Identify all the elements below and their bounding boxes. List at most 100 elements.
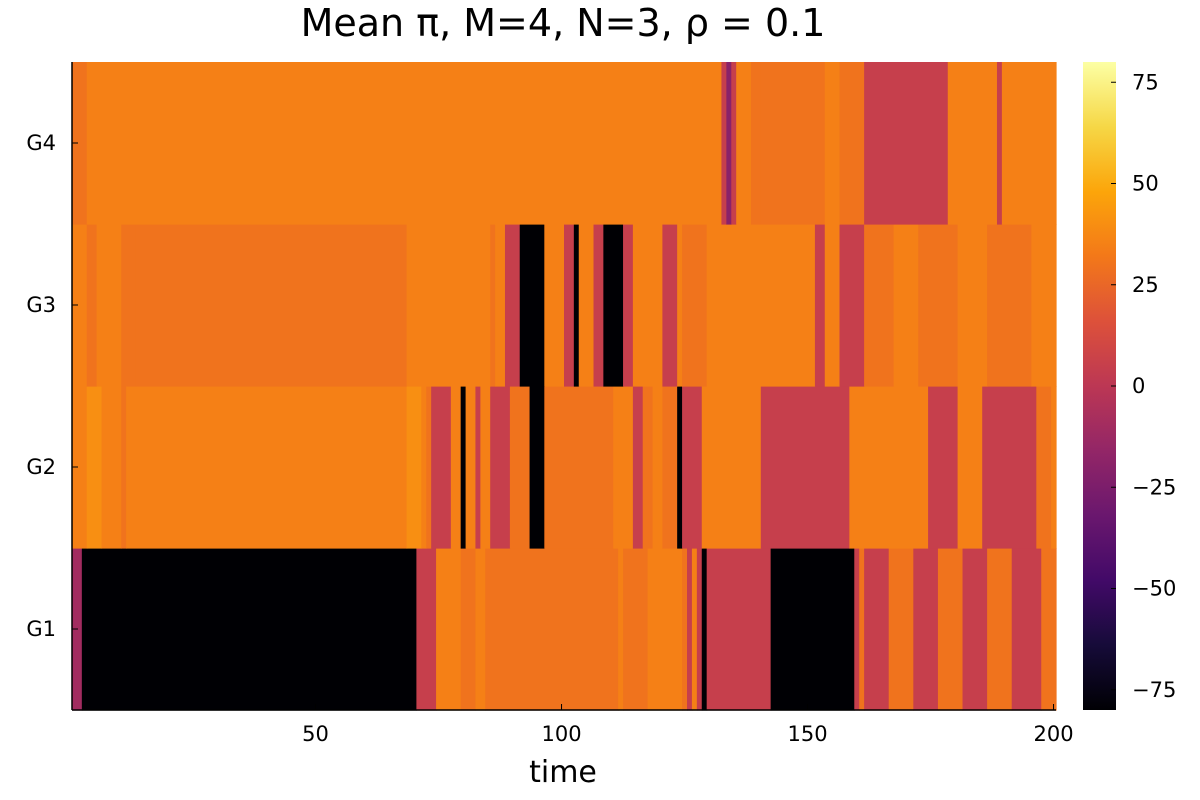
colorbar-tick-label: −25 [1132,475,1176,499]
heatmap-cell [987,548,1013,711]
heatmap-cell [135,224,408,387]
heatmap-cell [839,62,865,225]
heatmap-cell [913,548,939,711]
heatmap-cell [81,548,417,711]
heatmap-cell [937,548,964,711]
heatmap-cell [436,548,462,711]
heatmap-cell [854,548,860,711]
heatmap-cell [416,548,437,711]
heatmap-cell [1031,224,1057,387]
heatmap-cell [86,224,98,387]
heatmap-cells [72,62,1057,711]
heatmap-cell [632,386,644,549]
colorbar-tick-label: 50 [1132,172,1159,196]
heatmap-cell [406,224,491,387]
heatmap-cell [1001,62,1057,225]
heatmap-cell [691,548,698,711]
heatmap-cell [519,224,545,387]
heatmap-cell [623,548,649,711]
heatmap-cell [962,548,988,711]
heatmap-cell [918,224,959,387]
heatmap-cell [564,224,575,387]
heatmap-cell [121,224,137,387]
heatmap-cell [72,224,88,387]
colorbar-ticks: −75 −50 −25 0 25 50 75 [1111,70,1176,702]
heatmap-cell [1041,548,1057,711]
heatmap-cell [72,386,88,549]
heatmap-cell [1011,548,1042,711]
heatmap-cell [504,224,521,387]
heatmap-cell [86,62,723,225]
colorbar-tick-label: −50 [1132,577,1176,601]
heatmap-cell [121,386,127,549]
heatmap-cell [947,62,998,225]
heatmap-cell [72,62,88,225]
heatmap-cell [509,386,531,549]
heatmap-cell [888,548,914,711]
heatmap-cell [529,386,545,549]
heatmap-cell [770,548,855,711]
heatmap-cell [126,386,408,549]
heatmap-cell [480,386,491,549]
heatmap-cell [465,386,477,549]
heatmap-cell [750,62,762,225]
heatmap-cell [101,386,122,549]
heatmap-cell [406,386,422,549]
heatmap-cell [1051,386,1057,549]
heatmap-cell [460,548,477,711]
heatmap-cell [450,386,462,549]
heatmap-cell [957,386,983,549]
colorbar-tick-label: −75 [1132,678,1176,702]
y-tick-label: G1 [26,617,56,641]
heatmap-cell [603,224,624,387]
heatmap-cell [682,548,688,711]
heatmap-cell [982,386,1037,549]
heatmap-cell [662,224,678,387]
heatmap-cell [849,386,929,549]
heatmap-cell [647,548,683,711]
heatmap-cell [642,386,654,549]
heatmap-cell [731,62,737,225]
heatmap-cell [864,224,895,387]
heatmap-cell [814,224,826,387]
heatmap-cell [696,548,703,711]
y-tick-label: G4 [26,131,56,155]
heatmap-cell [701,548,708,711]
heatmap-cell [928,386,959,549]
heatmap-cell [682,224,708,387]
heatmap-cell [682,386,703,549]
heatmap-cell [824,62,841,225]
heatmap-cell [957,224,988,387]
heatmap-cell [706,224,816,387]
colorbar [1083,62,1116,710]
heatmap-cell [893,224,919,387]
heatmap-cell [426,386,432,549]
colorbar-tick-label: 25 [1132,273,1159,297]
x-tick-label: 50 [302,722,329,746]
heatmap-cell [86,386,103,549]
chart-title: Mean π, M=4, N=3, ρ = 0.1 [301,1,826,45]
heatmap-cell [618,548,624,711]
heatmap-cell [573,224,580,387]
x-axis-label: time [529,755,597,790]
heatmap-cell [652,386,663,549]
heatmap-cell [996,62,1003,225]
heatmap-cell [760,386,850,549]
x-tick-label: 100 [541,722,581,746]
heatmap-cell [687,548,693,711]
y-tick-label: G3 [26,293,56,317]
heatmap-cell [421,386,427,549]
heatmap-cell [495,224,506,387]
heatmap-cell [593,224,604,387]
heatmap-cell [544,224,565,387]
heatmap-cell [677,224,683,387]
heatmap-cell [431,386,452,549]
heatmap-cell [475,548,486,711]
heatmap-cell [544,386,614,549]
heatmap-cell [96,224,122,387]
heatmap-cell [490,386,511,549]
heatmap-cell [701,386,762,549]
heatmap-cell [613,386,634,549]
heatmap-cell [490,224,496,387]
